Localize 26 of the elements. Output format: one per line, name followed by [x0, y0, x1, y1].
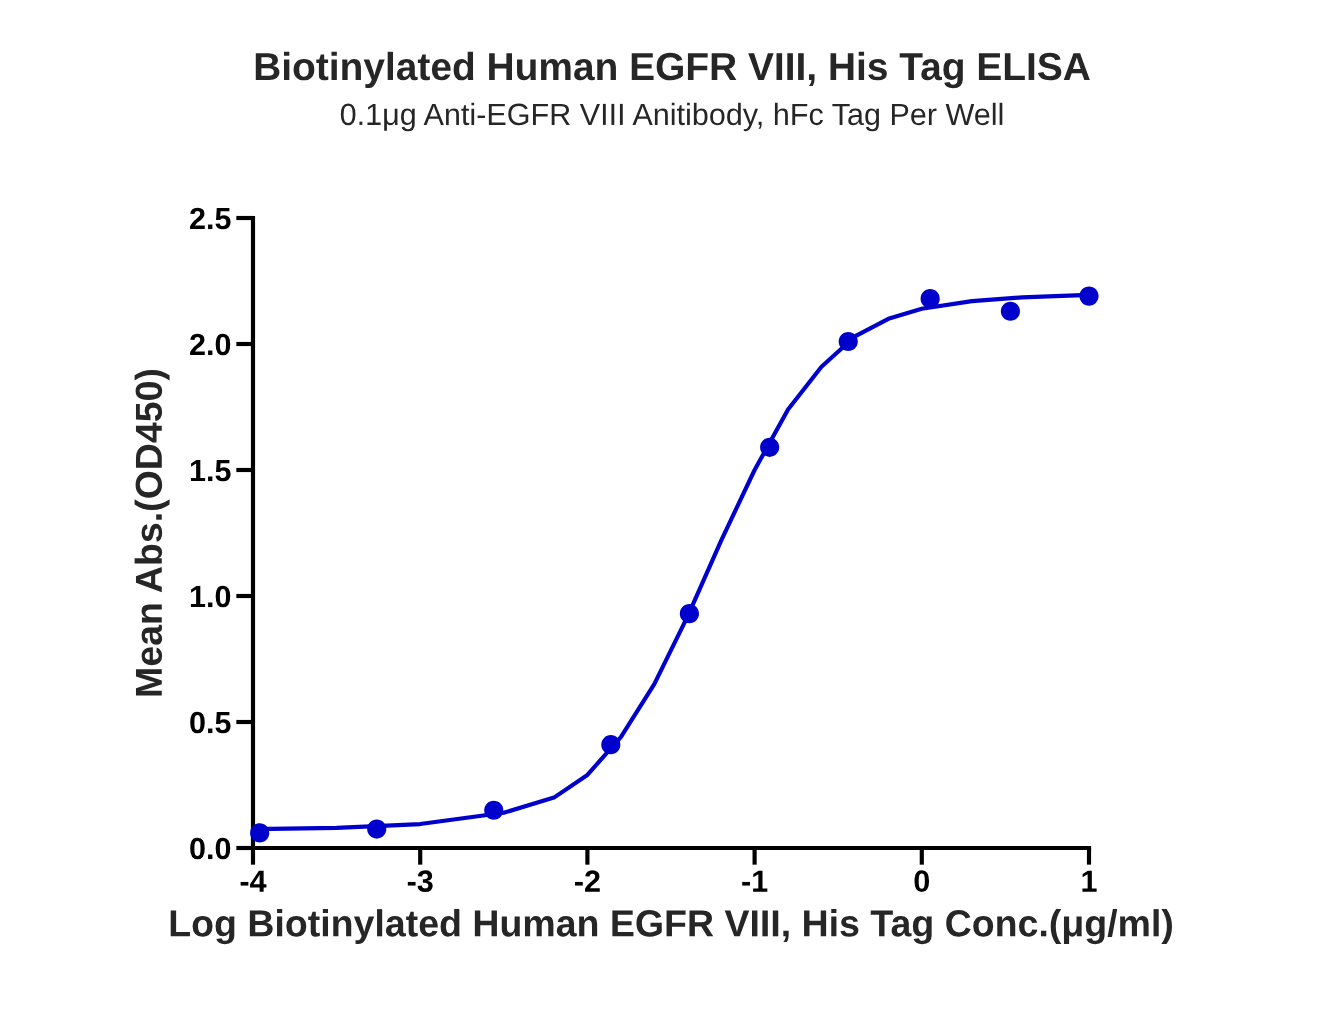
- x-tick-label: 1: [1082, 870, 1097, 892]
- y-tick-label: 1.0: [190, 585, 231, 608]
- x-tick-label: -3: [407, 870, 433, 893]
- y-tick-label: 0.0: [190, 837, 231, 860]
- point: [367, 819, 387, 839]
- chart-title: Biotinylated Human EGFR VIII, His Tag ELISA: [255, 51, 1090, 89]
- x-tick-label: -4: [240, 870, 267, 892]
- point: [484, 800, 504, 820]
- y-axis-title: Mean Abs.(OD450): [134, 369, 170, 696]
- x-axis-title: Log Biotinylated Human EGFR VIII, His Tag Conc.(μg/ml): [170, 909, 1172, 945]
- point: [760, 437, 780, 457]
- point: [250, 823, 270, 843]
- point: [1079, 286, 1099, 306]
- point: [920, 289, 940, 309]
- chart-subtitle: 0.1μg Anti-EGFR VIII Anitibody, hFc Tag Per Well: [340, 102, 1003, 132]
- point: [601, 735, 621, 755]
- x-tick-label: -2: [575, 870, 600, 892]
- point: [1000, 301, 1020, 321]
- x-tick-label: -1: [742, 870, 768, 892]
- y-tick-label: 2.5: [190, 207, 231, 230]
- y-tick-label: 1.5: [190, 460, 231, 482]
- y-tick-label: 2.0: [190, 333, 231, 356]
- point: [679, 604, 699, 624]
- y-tick-label: 0.5: [190, 711, 231, 734]
- x-tick-label: 0: [914, 870, 930, 892]
- point: [838, 331, 858, 352]
